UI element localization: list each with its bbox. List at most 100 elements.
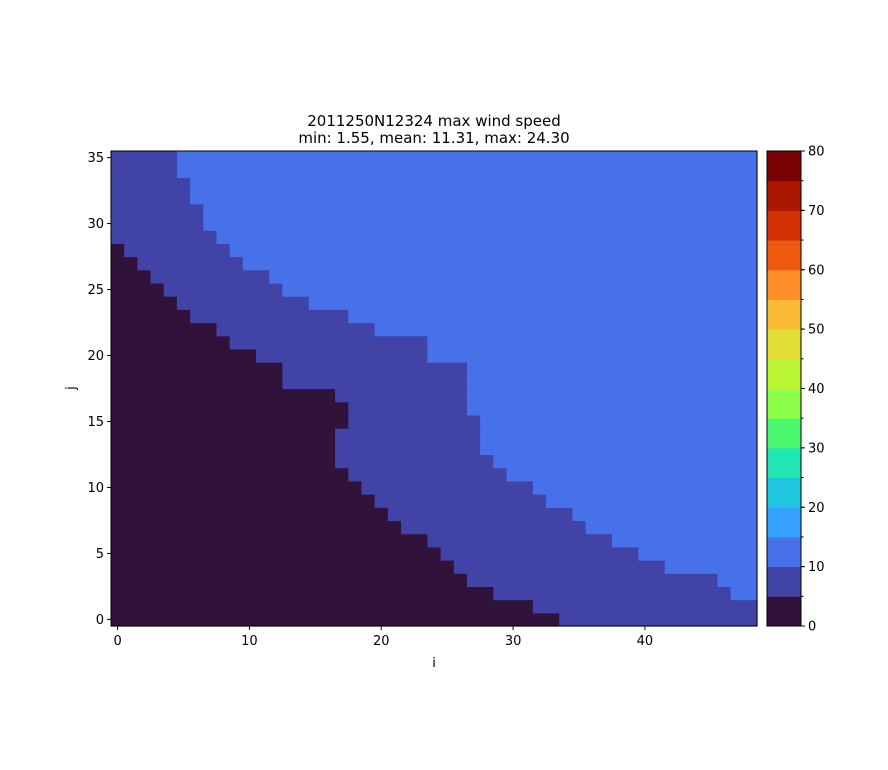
heatmap-cell xyxy=(348,309,758,324)
x-tick-label: 30 xyxy=(505,634,522,649)
heatmap-cell xyxy=(111,256,138,271)
colorbar-segment xyxy=(767,151,801,182)
colorbar-tick-label: 80 xyxy=(808,145,825,160)
heatmap-cell xyxy=(111,151,178,165)
colorbar-tick-label: 20 xyxy=(808,501,825,516)
colorbar-segment xyxy=(767,477,801,508)
plot-frame xyxy=(110,150,758,627)
heatmap-cell xyxy=(111,533,429,548)
heatmap-cell xyxy=(111,269,152,284)
heatmap-cell xyxy=(506,467,758,482)
heatmap-cell xyxy=(546,494,758,508)
heatmap-cell xyxy=(229,243,758,258)
y-tick-label: 15 xyxy=(87,415,104,430)
colorbar-segment xyxy=(767,269,801,300)
heatmap-cell xyxy=(176,164,758,178)
heatmap-cell xyxy=(111,599,534,614)
heatmap-cell xyxy=(374,494,547,508)
x-tick-label: 20 xyxy=(373,634,390,649)
heatmap-cell xyxy=(559,612,758,627)
heatmap-cell xyxy=(493,454,758,469)
heatmap-cell xyxy=(176,296,310,310)
colorbar-tick-label: 40 xyxy=(808,382,825,397)
x-tick-label: 0 xyxy=(113,634,121,649)
chart-subtitle: min: 1.55, mean: 11.31, max: 24.30 xyxy=(298,129,569,147)
heatmap-cell xyxy=(111,401,349,416)
heatmap-cell xyxy=(111,322,218,337)
colorbar-tick-label: 60 xyxy=(808,263,825,278)
heatmap-cell xyxy=(111,190,191,205)
y-tick-label: 25 xyxy=(87,283,104,298)
heatmap-cell xyxy=(216,230,758,244)
heatmap-cell xyxy=(111,230,218,244)
heatmap-cell xyxy=(480,441,758,456)
heatmap-cell xyxy=(348,401,468,416)
colorbar-tick-label: 30 xyxy=(808,441,825,456)
y-tick-label: 10 xyxy=(87,481,104,496)
colorbar-tick-label: 0 xyxy=(808,620,816,635)
heatmap-cell xyxy=(111,507,389,522)
heatmap-cell xyxy=(335,441,481,456)
heatmap-cell xyxy=(611,533,758,548)
y-tick-label: 30 xyxy=(87,217,104,232)
heatmap-cell xyxy=(242,256,758,271)
heatmap-cell xyxy=(111,362,283,376)
x-axis-label: i xyxy=(432,656,436,671)
heatmap-cell xyxy=(111,243,125,258)
heatmap-cell xyxy=(638,546,758,561)
heatmap-cell xyxy=(335,454,494,469)
heatmap-cell xyxy=(111,546,442,561)
heatmap-cell xyxy=(453,560,666,574)
colorbar-segment xyxy=(767,329,801,360)
colorbar-segment xyxy=(767,388,801,419)
heatmap-cell xyxy=(124,243,231,258)
x-tick-label: 40 xyxy=(637,634,654,649)
heatmap-cell xyxy=(572,507,758,522)
heatmap-cell xyxy=(585,520,758,535)
heatmap-cell xyxy=(203,216,758,231)
heatmap-cell xyxy=(111,203,204,218)
heatmap-cell xyxy=(163,282,283,297)
colorbar-segment xyxy=(767,180,801,211)
y-axis-label: j xyxy=(64,386,79,391)
colorbar-tick-label: 10 xyxy=(808,560,825,575)
y-tick-label: 0 xyxy=(96,613,104,628)
heatmap-cell xyxy=(111,586,494,601)
heatmap-cell xyxy=(466,375,758,390)
heatmap-cell xyxy=(335,388,468,403)
heatmap-cell xyxy=(111,375,283,390)
heatmap-cell xyxy=(269,269,758,284)
heatmap-cell xyxy=(427,533,613,548)
heatmap-cell xyxy=(111,335,231,350)
heatmap-cell xyxy=(335,428,481,442)
colorbar-segment xyxy=(767,358,801,389)
colorbar-segment xyxy=(767,210,801,241)
heatmap-cell xyxy=(282,375,468,390)
heatmap-cell xyxy=(466,362,758,376)
heatmap-cell xyxy=(137,256,244,271)
colorbar: 0 10 20 30 40 50 60 70 80 xyxy=(766,145,825,635)
heatmap-cell xyxy=(480,428,758,442)
heatmap-cell xyxy=(256,348,429,363)
heatmap-cell xyxy=(203,203,758,218)
heatmap-cell xyxy=(111,388,336,403)
heatmap-cell xyxy=(440,546,639,561)
colorbar-segment xyxy=(767,418,801,449)
heatmap-cell xyxy=(111,612,560,627)
colorbar-segment xyxy=(767,566,801,597)
heatmap-cell xyxy=(111,467,349,482)
heatmap-cell xyxy=(717,573,758,588)
heatmap-cell xyxy=(361,480,534,495)
heatmap-cell xyxy=(111,480,363,495)
heatmap-cell xyxy=(282,282,758,297)
heatmap-cell xyxy=(111,441,336,456)
heatmap-cell xyxy=(466,401,758,416)
colorbar-segment xyxy=(767,507,801,538)
heatmap-cell xyxy=(348,414,481,429)
heatmap-cell xyxy=(348,467,508,482)
y-tick-label: 35 xyxy=(87,151,104,166)
heatmap-cell xyxy=(480,414,758,429)
heatmap-cell xyxy=(111,428,336,442)
heatmap-cell xyxy=(190,190,758,205)
colorbar-tick-label: 70 xyxy=(808,204,825,219)
